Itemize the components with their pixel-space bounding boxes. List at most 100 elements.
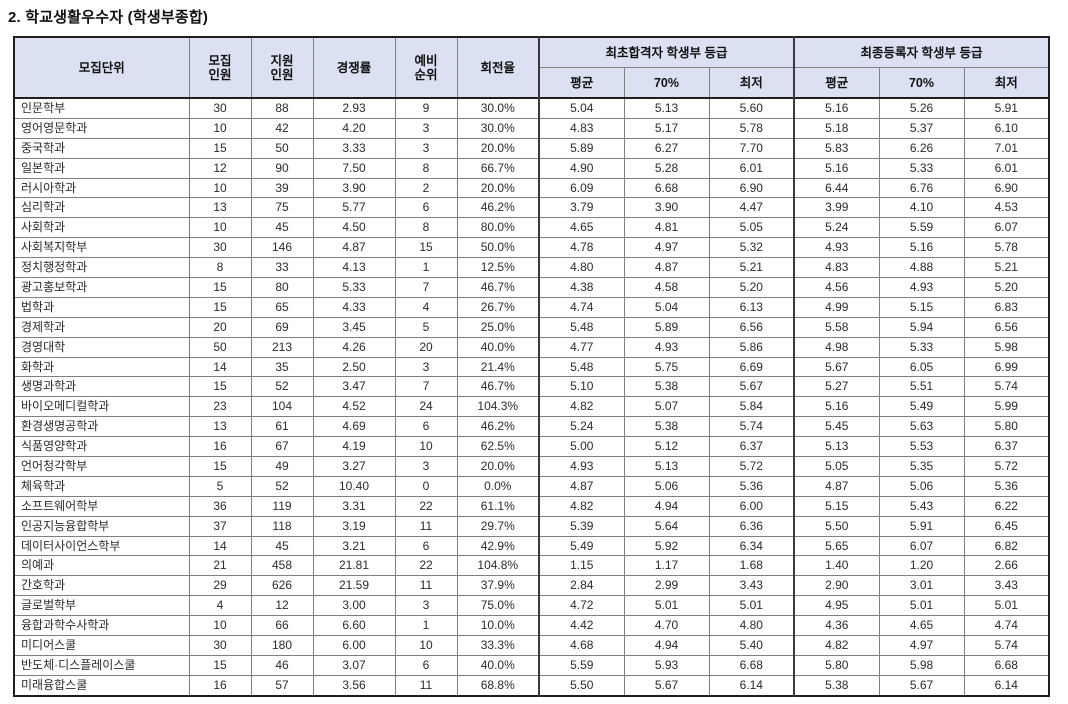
value-cell: 6.69 <box>708 356 795 378</box>
value-cell: 3.45 <box>312 316 396 338</box>
unit-cell: 미래융합스쿨 <box>13 674 190 697</box>
value-cell: 69 <box>250 316 314 338</box>
value-cell: 6.14 <box>708 674 795 697</box>
value-cell: 4 <box>394 296 458 318</box>
value-cell: 6.60 <box>312 615 396 637</box>
value-cell: 6.34 <box>708 535 795 557</box>
unit-cell: 사회복지학부 <box>13 237 190 259</box>
value-cell: 21.59 <box>312 575 396 597</box>
value-cell: 40.0% <box>456 654 540 676</box>
value-cell: 6.68 <box>708 654 795 676</box>
value-cell: 33.3% <box>456 635 540 656</box>
value-cell: 3.99 <box>793 197 880 219</box>
value-cell: 23 <box>188 396 252 418</box>
value-cell: 6.22 <box>963 495 1050 517</box>
value-cell: 29.7% <box>456 515 540 537</box>
value-cell: 4.87 <box>623 257 710 279</box>
table-row: 바이오메디컬학과 23 104 4.52 24 104.3% 4.82 5.07 5.84 5.1… <box>13 396 1050 418</box>
value-cell: 25.0% <box>456 316 540 338</box>
value-cell: 6.56 <box>708 316 795 338</box>
value-cell: 119 <box>250 495 314 517</box>
value-cell: 5 <box>394 316 458 338</box>
value-cell: 3.00 <box>312 595 396 617</box>
value-cell: 6.56 <box>963 316 1050 338</box>
value-cell: 46.7% <box>456 376 540 398</box>
value-cell: 15 <box>188 296 252 318</box>
value-cell: 37.9% <box>456 575 540 597</box>
value-cell: 3.90 <box>312 177 396 199</box>
value-cell: 5.89 <box>538 137 625 159</box>
value-cell: 5.01 <box>963 595 1050 617</box>
value-cell: 13 <box>188 416 252 438</box>
value-cell: 5.15 <box>793 495 880 517</box>
table-row: 영어영문학과 10 42 4.20 3 30.0% 4.83 5.17 5.78 5.18 5.37… <box>13 117 1050 139</box>
value-cell: 88 <box>250 97 314 119</box>
col-header-waitlist: 예비 순위 <box>394 36 458 99</box>
value-cell: 5.50 <box>538 674 625 697</box>
value-cell: 6.09 <box>538 177 625 199</box>
value-cell: 5.07 <box>623 396 710 418</box>
value-cell: 10.0% <box>456 615 540 637</box>
value-cell: 11 <box>394 515 458 537</box>
value-cell: 6.10 <box>963 117 1050 139</box>
value-cell: 5.59 <box>878 217 965 239</box>
value-cell: 5.67 <box>623 674 710 697</box>
table-row: 소프트웨어학부 36 119 3.31 22 61.1% 4.82 4.94 6.00 5.15 5… <box>13 495 1050 517</box>
value-cell: 1 <box>394 615 458 637</box>
value-cell: 5.20 <box>963 277 1050 298</box>
value-cell: 4.98 <box>793 336 880 358</box>
value-cell: 21 <box>188 555 252 577</box>
value-cell: 21.4% <box>456 356 540 378</box>
table-row: 생명과학과 15 52 3.47 7 46.7% 5.10 5.38 5.67 5.27 5.51 5… <box>13 376 1050 398</box>
value-cell: 12.5% <box>456 257 540 279</box>
value-cell: 5.35 <box>878 456 965 477</box>
value-cell: 118 <box>250 515 314 537</box>
value-cell: 5.40 <box>708 635 795 656</box>
value-cell: 4.10 <box>878 197 965 219</box>
value-cell: 52 <box>250 475 314 497</box>
value-cell: 213 <box>250 336 314 358</box>
table-row: 러시아학과 10 39 3.90 2 20.0% 6.09 6.68 6.90 6.44 6.76 6… <box>13 177 1050 199</box>
value-cell: 4.53 <box>963 197 1050 219</box>
unit-cell: 융합과학수사학과 <box>13 615 190 637</box>
value-cell: 15 <box>188 137 252 159</box>
value-cell: 4.93 <box>623 336 710 358</box>
value-cell: 7.70 <box>708 137 795 159</box>
value-cell: 5.10 <box>538 376 625 398</box>
col-header-quota: 모집 인원 <box>188 36 252 99</box>
table-row: 심리학과 13 75 5.77 6 46.2% 3.79 3.90 4.47 3.99 4.10 4.… <box>13 197 1050 219</box>
value-cell: 45 <box>250 217 314 239</box>
table-row: 미래융합스쿨 16 57 3.56 11 68.8% 5.50 5.67 6.14 5.38 5.6… <box>13 674 1050 697</box>
value-cell: 4.68 <box>538 635 625 656</box>
table-row: 중국학과 15 50 3.33 3 20.0% 5.89 6.27 7.70 5.83 6.26 7.… <box>13 137 1050 159</box>
value-cell: 80.0% <box>456 217 540 239</box>
value-cell: 5.92 <box>623 535 710 557</box>
value-cell: 6 <box>394 197 458 219</box>
value-cell: 3.90 <box>623 197 710 219</box>
value-cell: 4.90 <box>538 157 625 179</box>
col-header-applicants: 지원 인원 <box>250 36 314 99</box>
value-cell: 6 <box>394 654 458 676</box>
value-cell: 12 <box>188 157 252 179</box>
value-cell: 10 <box>188 217 252 239</box>
value-cell: 2.84 <box>538 575 625 597</box>
table-row: 언어청각학부 15 49 3.27 3 20.0% 4.93 5.13 5.72 5.05 5.35… <box>13 456 1050 477</box>
table-row: 환경생명공학과 13 61 4.69 6 46.2% 5.24 5.38 5.74 5.45 5.6… <box>13 416 1050 438</box>
value-cell: 3.01 <box>878 575 965 597</box>
value-cell: 20 <box>394 336 458 358</box>
value-cell: 5.67 <box>708 376 795 398</box>
value-cell: 11 <box>394 674 458 697</box>
value-cell: 20.0% <box>456 456 540 477</box>
page-title: 2. 학교생활우수자 (학생부종합) <box>8 9 209 26</box>
value-cell: 4.33 <box>312 296 396 318</box>
value-cell: 4.56 <box>793 277 880 298</box>
value-cell: 2.99 <box>623 575 710 597</box>
unit-cell: 정치행정학과 <box>13 257 190 279</box>
value-cell: 5.16 <box>793 157 880 179</box>
value-cell: 5.59 <box>538 654 625 676</box>
value-cell: 24 <box>394 396 458 418</box>
value-cell: 6.07 <box>878 535 965 557</box>
value-cell: 68.8% <box>456 674 540 697</box>
value-cell: 5.24 <box>793 217 880 239</box>
value-cell: 5.01 <box>708 595 795 617</box>
